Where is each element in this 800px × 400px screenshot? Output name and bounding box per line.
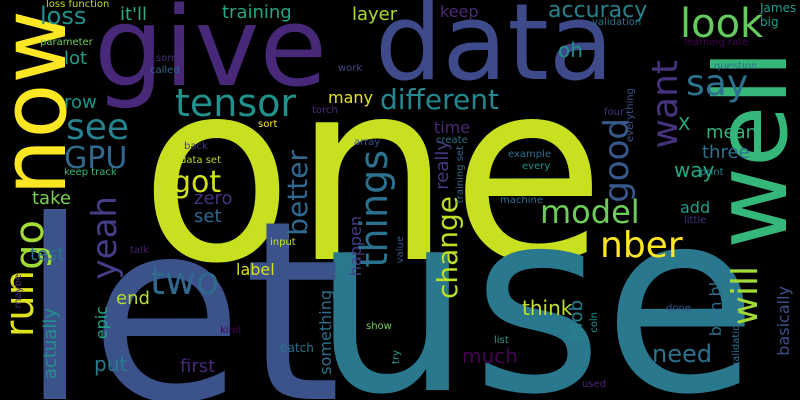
cloud-word: GPU	[64, 141, 128, 176]
cloud-word: think	[522, 296, 573, 320]
cloud-word: label	[236, 260, 275, 279]
cloud-word: change	[431, 196, 464, 300]
cloud-word: X	[678, 114, 691, 135]
cloud-word: keep	[440, 2, 479, 21]
cloud-word: nber	[600, 225, 683, 266]
cloud-word: loss	[40, 2, 87, 30]
cloud-word: accuracy	[548, 0, 648, 23]
cloud-word: torch	[312, 105, 338, 116]
cloud-word: little	[684, 215, 707, 226]
cloud-word: basically	[774, 286, 793, 356]
cloud-word: layer	[352, 4, 398, 25]
cloud-word: validation	[592, 17, 642, 28]
cloud-word: tensor	[175, 81, 297, 125]
cloud-word: need	[652, 340, 712, 368]
cloud-word: happen	[346, 216, 365, 277]
cloud-word: add	[680, 198, 711, 217]
cloud-word: show	[366, 321, 392, 332]
cloud-word: loss function	[46, 0, 110, 10]
cloud-word: sort	[258, 119, 278, 130]
cloud-word: much	[462, 344, 518, 368]
cloud-word: better	[281, 150, 314, 236]
cloud-word: let	[20, 167, 342, 400]
cloud-word: got	[172, 165, 222, 200]
cloud-word: create	[436, 135, 468, 146]
cloud-word: back	[184, 141, 208, 152]
cloud-word: put	[94, 352, 128, 376]
cloud-word: something	[316, 290, 335, 375]
cloud-word: talk	[130, 245, 149, 256]
cloud-word: big	[760, 15, 779, 29]
cloud-word: want	[645, 60, 686, 149]
cloud-word: data set	[180, 155, 221, 166]
cloud-word: epic	[92, 306, 111, 340]
cloud-word: called	[150, 65, 180, 76]
cloud-word: really	[432, 140, 453, 190]
cloud-word: three	[702, 142, 750, 163]
cloud-word: value	[395, 236, 406, 264]
cloud-word: time	[434, 118, 471, 137]
cloud-word: everything	[625, 88, 636, 142]
cloud-word: actually	[40, 308, 61, 380]
cloud-word: one	[140, 27, 606, 318]
cloud-word: machine	[500, 195, 543, 206]
cloud-word: coln	[589, 312, 600, 333]
cloud-word: James	[760, 1, 797, 15]
cloud-word: model	[540, 193, 640, 231]
cloud-word: training	[222, 2, 292, 23]
cloud-word: print	[700, 167, 724, 178]
cloud-word: used	[582, 379, 607, 390]
cloud-word: test	[30, 244, 65, 265]
cloud-word: blob	[566, 300, 587, 339]
cloud-word: set	[194, 206, 222, 227]
cloud-word: look	[680, 1, 764, 47]
cloud-word: maybe	[13, 274, 24, 309]
cloud-word: two	[150, 259, 220, 303]
cloud-word: way	[674, 158, 715, 182]
cloud-word: work	[338, 63, 363, 74]
cloud-word: list	[494, 335, 509, 346]
cloud-word: first	[180, 356, 216, 377]
cloud-word: array	[354, 137, 381, 148]
cloud-word: mean	[706, 122, 758, 143]
cloud-word: kind	[220, 325, 242, 336]
cloud-word: every	[522, 161, 551, 172]
cloud-word: see	[66, 107, 130, 148]
cloud-word: Y	[340, 259, 347, 270]
cloud-word: take	[32, 188, 71, 209]
cloud-word: end	[116, 288, 150, 309]
cloud-word: give	[94, 0, 328, 111]
cloud-word: lot	[64, 48, 88, 69]
cloud-word: say	[686, 63, 749, 104]
cloud-word: oh	[558, 38, 583, 62]
cloud-word: blah blah	[706, 262, 725, 337]
cloud-word: four	[604, 107, 625, 118]
cloud-word: use	[312, 157, 759, 400]
cloud-word: parameter	[40, 37, 93, 48]
cloud-word: sorry	[156, 53, 182, 64]
cloud-word: keep track	[64, 167, 117, 178]
cloud-word: input	[270, 237, 296, 248]
cloud-word: try	[391, 350, 402, 364]
cloud-word: row	[64, 92, 97, 113]
cloud-word: many	[328, 88, 373, 107]
cloud-word: yeah	[85, 196, 125, 280]
cloud-word: done	[666, 303, 691, 314]
cloud-word: batch	[280, 341, 314, 355]
cloud-word: data	[375, 0, 614, 104]
cloud-word: validation set	[731, 300, 742, 368]
cloud-word: learning rate	[684, 37, 749, 48]
cloud-word: example	[508, 149, 552, 160]
cloud-word: training set	[455, 146, 466, 204]
cloud-word: different	[380, 83, 499, 116]
cloud-word: it'll	[120, 4, 148, 25]
cloud-word: question	[714, 61, 758, 72]
cloud-word: zero	[194, 188, 233, 209]
